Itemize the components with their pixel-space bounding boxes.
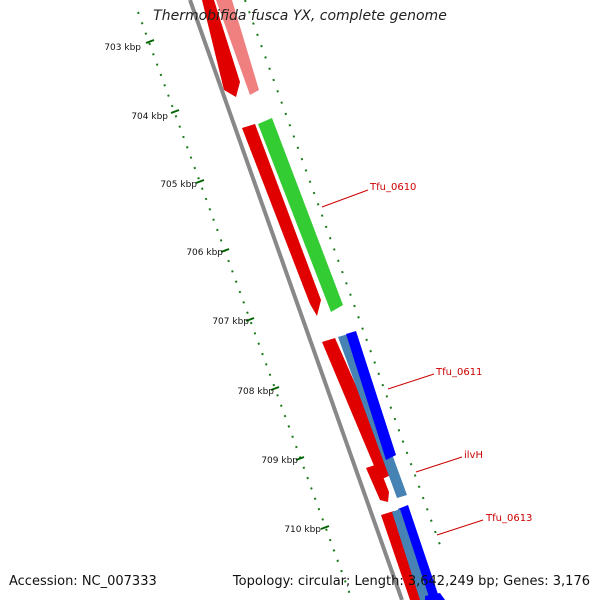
major-ticks	[145, 39, 330, 530]
gene-label-ilvh: ilvH	[464, 450, 483, 461]
label-callout-tfu-0611	[387, 373, 435, 390]
feature-dotted-line	[244, 0, 441, 546]
accession-text: Accession: NC_007333	[9, 574, 157, 589]
gene-label-tfu-0611: Tfu_0611	[435, 367, 482, 378]
backbone-line	[188, 0, 404, 600]
blue-feature-3	[425, 593, 445, 600]
scale-label-709: 709 kbp	[261, 456, 298, 466]
scale-dotted-line	[137, 11, 353, 600]
topology-text: Topology: circular; Length: 3,642,249 bp…	[232, 574, 590, 589]
pale-cds-feature	[216, 0, 259, 95]
cds-track	[202, 0, 430, 600]
steelblue-feature-2	[392, 509, 430, 600]
label-callout-tfu-0610	[321, 189, 369, 208]
blue-feature-1	[346, 331, 396, 460]
gene-tfu-0610-feature	[258, 118, 343, 312]
scale-label-703: 703 kbp	[104, 43, 141, 53]
map-title: Thermobifida fusca YX, complete genome	[153, 8, 447, 24]
scale-label-708: 708 kbp	[237, 387, 274, 397]
cds-feature-4	[366, 464, 389, 502]
cds-feature-2	[242, 124, 321, 316]
cds-feature-3	[322, 338, 391, 480]
scale-label-707: 707 kbp	[212, 317, 249, 327]
gene-label-tfu-0610: Tfu_0610	[369, 182, 416, 193]
scale-label-704: 704 kbp	[131, 112, 168, 122]
cds-feature-1	[202, 0, 240, 97]
gene-label-tfu-0613: Tfu_0613	[485, 513, 532, 524]
label-callout-ilvh	[415, 456, 463, 473]
label-callout-tfu-0613	[436, 519, 484, 536]
scale-label-706: 706 kbp	[186, 248, 223, 258]
blue-feature-2	[398, 505, 440, 600]
scale-label-710: 710 kbp	[284, 525, 321, 535]
scale-label-705: 705 kbp	[160, 180, 197, 190]
